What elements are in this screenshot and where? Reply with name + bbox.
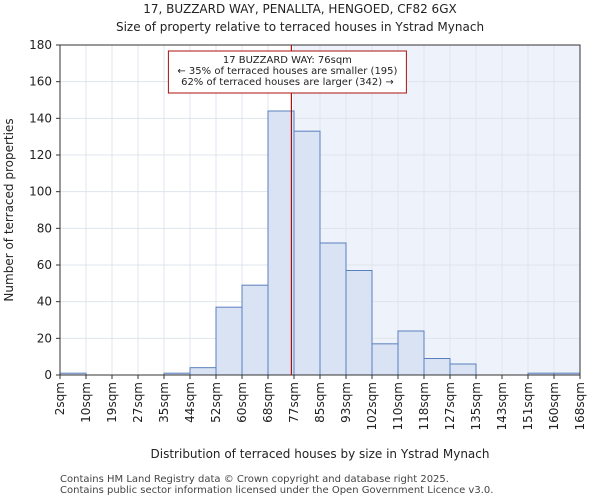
x-tick-label: 35sqm [157,382,171,423]
x-tick-label: 85sqm [313,382,327,423]
x-tick-label: 143sqm [495,382,509,430]
x-tick-label: 93sqm [339,382,353,423]
footer-line-1: Contains HM Land Registry data © Crown c… [60,474,449,485]
chart-title: 17, BUZZARD WAY, PENALLTA, HENGOED, CF82… [143,2,457,16]
x-tick-label: 27sqm [131,382,145,423]
y-tick-label: 80 [37,221,52,235]
y-tick-label: 0 [44,368,52,382]
bar [189,367,217,376]
bar [215,306,243,376]
x-tick-label: 118sqm [417,382,431,430]
y-tick-label: 120 [29,148,52,162]
x-tick-label: 44sqm [183,382,197,423]
y-tick-label: 40 [37,295,52,309]
bar [423,358,451,376]
chart-subtitle: Size of property relative to terraced ho… [115,20,485,34]
x-tick-label: 60sqm [235,382,249,423]
y-tick-label: 140 [29,111,52,125]
x-axis-label: Distribution of terraced houses by size … [151,447,490,461]
x-tick-label: 168sqm [573,382,587,430]
bar [371,343,399,376]
annotation-box [167,50,407,94]
y-tick-label: 180 [29,38,52,52]
x-tick-label: 151sqm [521,382,535,430]
x-tick-label: 19sqm [105,382,119,423]
bar [293,130,321,376]
y-axis-label: Number of terraced properties [2,118,16,301]
x-tick-label: 68sqm [261,382,275,423]
bar [345,270,373,376]
x-tick-label: 127sqm [443,382,457,430]
annotation-line: 17 BUZZARD WAY: 76sqm [223,55,352,66]
annotation-line: 62% of terraced houses are larger (342) … [181,77,394,88]
footer-line-2: Contains public sector information licen… [60,485,494,496]
x-tick-label: 2sqm [53,382,67,415]
x-tick-label: 135sqm [469,382,483,430]
bar [319,242,347,376]
bar [397,330,425,376]
x-tick-label: 102sqm [365,382,379,430]
x-tick-label: 160sqm [547,382,561,430]
x-tick-label: 110sqm [391,382,405,430]
x-tick-label: 52sqm [209,382,223,423]
y-tick-label: 160 [29,75,52,89]
bar [449,363,477,376]
y-tick-label: 60 [37,258,52,272]
y-tick-label: 100 [29,185,52,199]
y-tick-label: 20 [37,331,52,345]
bar [267,110,295,376]
x-tick-label: 10sqm [79,382,93,423]
bar [241,284,269,376]
x-tick-label: 77sqm [287,382,301,423]
annotation-line: ← 35% of terraced houses are smaller (19… [177,66,397,77]
